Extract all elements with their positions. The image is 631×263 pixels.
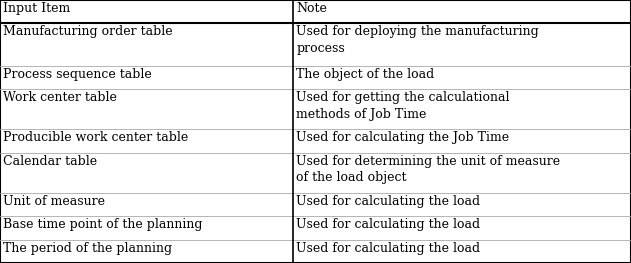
Text: Calendar table: Calendar table	[3, 155, 97, 168]
Text: Used for deploying the manufacturing
process: Used for deploying the manufacturing pro…	[297, 25, 539, 55]
Text: The period of the planning: The period of the planning	[3, 242, 172, 255]
Text: Note: Note	[297, 2, 327, 15]
Text: Used for calculating the load: Used for calculating the load	[297, 195, 481, 208]
Text: Process sequence table: Process sequence table	[3, 68, 151, 81]
Text: Unit of measure: Unit of measure	[3, 195, 105, 208]
Text: Used for calculating the load: Used for calculating the load	[297, 242, 481, 255]
Text: Manufacturing order table: Manufacturing order table	[3, 25, 173, 38]
Text: Used for determining the unit of measure
of the load object: Used for determining the unit of measure…	[297, 155, 560, 184]
Text: Base time point of the planning: Base time point of the planning	[3, 218, 203, 231]
Text: Used for calculating the Job Time: Used for calculating the Job Time	[297, 132, 510, 144]
Text: Input Item: Input Item	[3, 2, 70, 15]
Text: The object of the load: The object of the load	[297, 68, 435, 81]
Text: Work center table: Work center table	[3, 91, 117, 104]
Text: Used for getting the calculational
methods of Job Time: Used for getting the calculational metho…	[297, 91, 510, 120]
Text: Producible work center table: Producible work center table	[3, 132, 188, 144]
Text: Used for calculating the load: Used for calculating the load	[297, 218, 481, 231]
